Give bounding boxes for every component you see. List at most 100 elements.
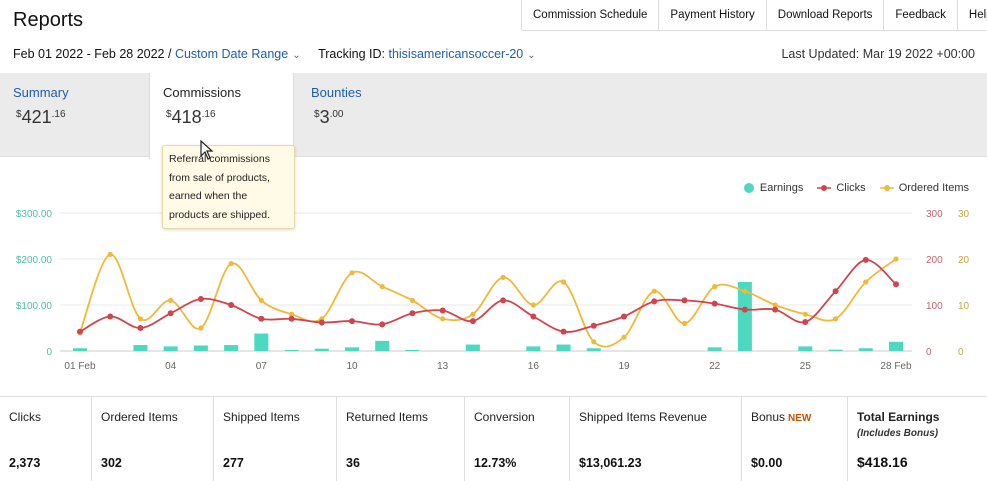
ordered-items-point bbox=[560, 279, 567, 285]
date-range-dropdown[interactable]: Custom Date Range bbox=[174, 47, 289, 61]
clicks-point bbox=[802, 319, 809, 326]
x-tick-label: 13 bbox=[437, 361, 449, 372]
chevron-down-icon[interactable]: ⌄ bbox=[527, 50, 536, 61]
earnings-bar bbox=[798, 346, 813, 351]
ordered-items-point bbox=[802, 311, 808, 317]
clicks-point bbox=[530, 313, 537, 320]
earnings-bar bbox=[737, 282, 752, 351]
ordered-items-point bbox=[228, 261, 234, 267]
clicks-point bbox=[500, 297, 507, 304]
earnings-bar bbox=[375, 340, 390, 351]
ordered-items-point bbox=[893, 256, 899, 262]
ordered-items-point bbox=[409, 297, 416, 303]
ordered-items-point bbox=[772, 302, 778, 308]
earnings-bar bbox=[224, 345, 239, 351]
stat-shipped-items: Shipped Items 277 bbox=[214, 397, 337, 481]
clicks-point bbox=[681, 297, 688, 304]
y-mid-tick-label: 100 bbox=[926, 301, 943, 312]
tab-commissions[interactable]: Commissions $418.16 bbox=[149, 73, 294, 159]
clicks-point bbox=[379, 321, 386, 328]
page-title: Reports bbox=[13, 9, 84, 31]
x-tick-label: 07 bbox=[256, 361, 268, 372]
stat-total-earnings: Total Earnings (Includes Bonus) $418.16 bbox=[857, 410, 940, 470]
y-right-tick-label: 0 bbox=[958, 347, 964, 358]
earnings-dot-icon bbox=[743, 183, 754, 193]
ordered-items-point bbox=[530, 302, 536, 308]
new-badge: NEW bbox=[788, 413, 812, 424]
tab-summary[interactable]: Summary $421.16 bbox=[13, 73, 143, 157]
earnings-bar bbox=[133, 345, 148, 351]
tracking-id-dropdown[interactable]: thisisamericansoccer-20 bbox=[388, 47, 524, 61]
earnings-bar bbox=[586, 348, 601, 351]
tab-label: Bounties bbox=[311, 85, 362, 100]
stat-conversion: Conversion 12.73% bbox=[465, 397, 570, 481]
ordered-items-point bbox=[863, 279, 869, 285]
ordered-items-point bbox=[470, 311, 476, 317]
ordered-items-point bbox=[198, 325, 204, 331]
chart-legend: Earnings Clicks Ordered Items bbox=[743, 182, 969, 194]
clicks-point bbox=[893, 281, 899, 288]
y-mid-tick-label: 300 bbox=[926, 209, 943, 220]
x-tick-label: 04 bbox=[165, 361, 177, 372]
nav-help[interactable]: Help bbox=[958, 0, 987, 30]
clicks-point bbox=[258, 315, 265, 322]
legend-clicks[interactable]: Clicks bbox=[817, 182, 866, 194]
y-right-tick-label: 20 bbox=[958, 255, 970, 266]
clicks-point bbox=[77, 328, 83, 335]
ordered-items-point bbox=[651, 288, 657, 294]
clicks-point bbox=[711, 300, 718, 307]
legend-ordered-items[interactable]: Ordered Items bbox=[879, 182, 969, 194]
clicks-point bbox=[167, 310, 174, 317]
y-mid-tick-label: 200 bbox=[926, 255, 943, 266]
ordered-items-point bbox=[168, 297, 174, 303]
ordered-items-point bbox=[137, 316, 144, 322]
earnings-bar bbox=[193, 345, 208, 351]
ordered-items-point bbox=[107, 251, 113, 257]
clicks-point bbox=[832, 288, 839, 295]
stat-shipped-revenue: Shipped Items Revenue $13,061.23 bbox=[570, 397, 742, 481]
x-tick-label: 01 Feb bbox=[64, 361, 96, 372]
ordered-items-line-icon bbox=[879, 185, 894, 191]
legend-earnings[interactable]: Earnings bbox=[743, 182, 803, 194]
stats-bar: Clicks 2,373 Ordered Items 302 Shipped I… bbox=[0, 396, 987, 481]
ordered-items-point bbox=[379, 284, 385, 290]
tracking-label: Tracking ID: bbox=[318, 47, 385, 61]
x-tick-label: 10 bbox=[346, 361, 358, 372]
clicks-point bbox=[651, 298, 658, 305]
clicks-point bbox=[590, 322, 597, 329]
x-tick-label: 28 Feb bbox=[880, 361, 912, 372]
ordered-items-point bbox=[712, 284, 718, 290]
clicks-point bbox=[288, 315, 295, 322]
y-left-tick-label: 0 bbox=[46, 347, 52, 358]
clicks-point bbox=[621, 313, 627, 320]
stat-ordered-items: Ordered Items 302 bbox=[92, 397, 214, 481]
commissions-tooltip: Referral commissions from sale of produc… bbox=[162, 145, 295, 229]
clicks-point bbox=[560, 328, 567, 335]
chevron-down-icon[interactable]: ⌄ bbox=[292, 50, 301, 61]
ordered-items-point bbox=[349, 270, 355, 276]
earnings-bar bbox=[73, 348, 87, 351]
earnings-bar bbox=[707, 347, 722, 351]
ordered-items-point bbox=[742, 288, 748, 294]
earnings-bar bbox=[284, 350, 299, 351]
y-left-tick-label: $300.00 bbox=[16, 209, 53, 220]
clicks-point bbox=[137, 325, 144, 331]
nav-feedback[interactable]: Feedback bbox=[884, 0, 958, 30]
clicks-line-icon bbox=[817, 185, 832, 191]
ordered-items-point bbox=[258, 297, 264, 303]
y-right-tick-label: 10 bbox=[958, 301, 970, 312]
mouse-pointer-icon bbox=[200, 140, 214, 160]
ordered-items-point bbox=[591, 339, 597, 345]
tab-value: $418.16 bbox=[166, 107, 216, 127]
ordered-items-point bbox=[621, 334, 627, 340]
ordered-items-point bbox=[832, 316, 839, 322]
nav-payment-history[interactable]: Payment History bbox=[659, 0, 767, 30]
ordered-items-point bbox=[288, 311, 295, 317]
nav-commission-schedule[interactable]: Commission Schedule bbox=[522, 0, 660, 30]
clicks-point bbox=[772, 306, 779, 313]
tab-label: Commissions bbox=[163, 85, 242, 100]
nav-download-reports[interactable]: Download Reports bbox=[767, 0, 885, 30]
tab-bounties[interactable]: Bounties $3.00 bbox=[311, 73, 441, 157]
clicks-point bbox=[349, 318, 355, 325]
top-navigation: Commission Schedule Payment History Down… bbox=[521, 0, 987, 31]
